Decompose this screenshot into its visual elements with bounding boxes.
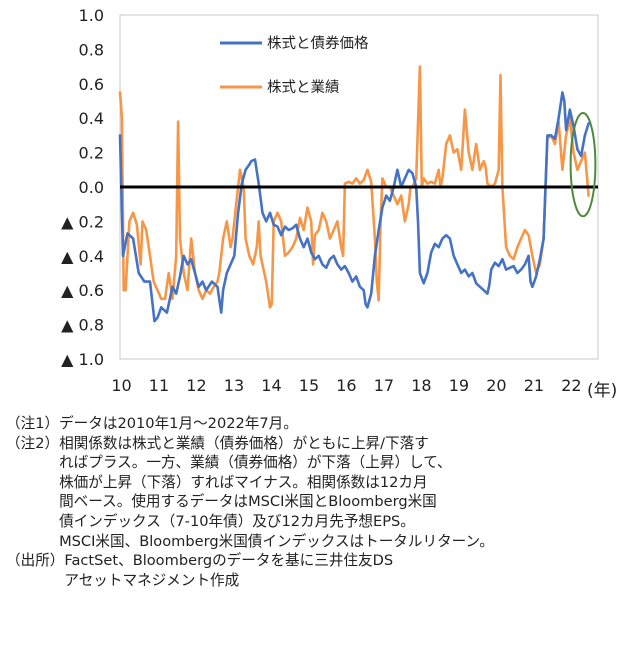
x-tick-label: 15 [299,376,319,395]
note-2-tag: （注2） [6,434,60,452]
x-tick-label: 13 [224,376,244,395]
series-lines [118,65,590,323]
x-tick-label: 22 [561,376,581,395]
x-tick-label: 11 [149,376,169,395]
x-tick-label: 20 [486,376,506,395]
y-tick-label: ▲ 1.0 [61,350,104,369]
legend-label-bond: 株式と債券価格 [267,35,369,52]
x-tick-label: 18 [411,376,431,395]
x-tick-label: 19 [449,376,469,395]
source-note-line: アセットマネジメント作成 [64,571,240,589]
series-line-0 [118,91,590,323]
y-tick-label: ▲ 0.8 [61,316,104,335]
source-note-body: FactSet、Bloombergのデータを基に三井住友DS アセットマネジメン… [64,551,636,590]
y-tick-label: ▲ 0.2 [61,212,104,231]
note-2-line: 債インデックス（7-10年債）及び12カ月先予想EPS。 [59,512,415,530]
source-note-tag: （出所） [6,552,65,570]
x-tick-label: 17 [374,376,394,395]
y-tick-label: 0.8 [79,40,104,59]
highlight-ellipse [569,112,597,218]
y-tick-label: ▲ 0.6 [61,281,104,300]
source-note: （出所） FactSet、Bloombergのデータを基に三井住友DS アセット… [6,551,636,590]
legend-label-earnings: 株式と業績 [267,79,340,96]
y-tick-label: 0.2 [79,144,104,163]
x-tick-label: 10 [111,376,131,395]
x-axis-tick-labels: 10 11 12 13 14 15 16 17 18 19 20 21 22 [111,376,581,395]
x-tick-label: 12 [186,376,206,395]
note-2-line: 相関係数は株式と業績（債券価格）がともに上昇/下落す [59,434,429,452]
y-tick-label: 1.0 [79,6,104,25]
note-1-tag: （注1） [6,415,60,432]
x-tick-label: 21 [524,376,544,395]
legend: 株式と債券価格 株式と業績 [220,35,369,96]
note-2-line: 株価が上昇（下落）すればマイナス。相関係数は12カ月 [59,473,428,491]
note-2-body: 相関係数は株式と業績（債券価格）がともに上昇/下落す ればプラス。一方、業績（債… [59,434,636,552]
y-axis-tick-labels: 1.0 0.8 0.6 0.4 0.2 0.0 ▲ 0.2 ▲ 0.4 ▲ 0.6 ▲ 0.8 ▲ … [61,6,104,369]
annotations [569,112,597,218]
x-tick-label: 16 [336,376,356,395]
y-tick-label: ▲ 0.4 [61,247,104,266]
note-2-line: ればプラス。一方、業績（債券価格）が下落（上昇）して、 [59,454,452,472]
source-note-line: FactSet、Bloombergのデータを基に三井住友DS [64,552,394,570]
y-tick-label: 0.0 [79,178,104,197]
note-1: （注1） データは2010年1月～2022年7月。 [6,414,636,434]
x-axis-unit-label: (年) [587,381,617,401]
x-tick-label: 14 [261,376,281,395]
y-tick-label: 0.6 [79,75,104,94]
note-1-body: データは2010年1月～2022年7月。 [59,414,636,434]
y-tick-label: 0.4 [79,109,104,128]
correlation-line-chart: 1.0 0.8 0.6 0.4 0.2 0.0 ▲ 0.2 ▲ 0.4 ▲ 0.6 ▲ 0.8 ▲ … [61,6,617,401]
note-2-line: MSCI米国、Bloomberg米国債インデックスはトータルリターン。 [59,532,494,550]
note-2: （注2） 相関係数は株式と業績（債券価格）がともに上昇/下落す ればプラス。一方… [6,434,636,552]
footnotes: （注1） データは2010年1月～2022年7月。 （注2） 相関係数は株式と業… [6,414,636,590]
note-2-line: 間ベース。使用するデータはMSCI米国とBloomberg米国 [59,493,437,511]
note-1-line: データは2010年1月～2022年7月。 [59,415,298,432]
